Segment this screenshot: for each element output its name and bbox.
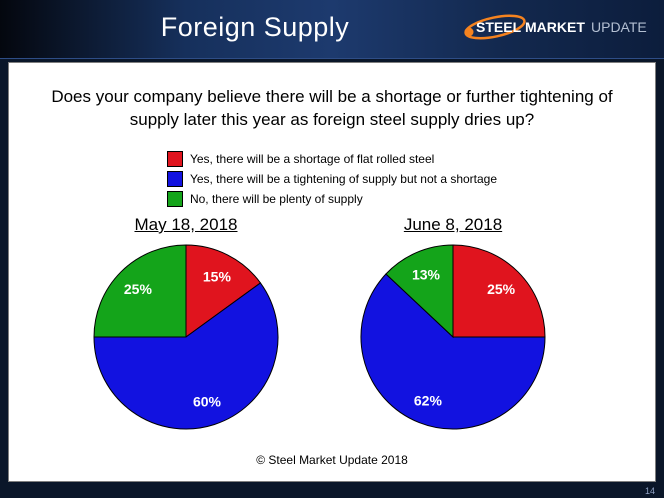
logo-orbit-icon [464,14,526,40]
pie-slice [452,244,546,338]
slide-header: Foreign Supply STEEL MARKET UPDATE [0,0,664,59]
pie-slice [360,273,546,430]
copyright-text: © Steel Market Update 2018 [256,453,408,467]
page-title: Foreign Supply [160,12,350,42]
pie-chart-may: 15% 60% 25% [93,244,279,430]
pie-slice-label: 25% [487,281,516,297]
legend-swatch-red [166,151,183,167]
pie-slice [385,244,454,339]
chart-title-june: June 8, 2018 [403,215,503,234]
logo-graphic: STEEL MARKET UPDATE [464,14,647,40]
legend-label: Yes, there will be a tightening of suppl… [189,172,498,186]
logo-market-text: MARKET [525,19,585,35]
pie-slice-label: 62% [414,392,443,408]
pie-slice-label: 15% [203,268,232,284]
legend-item-tightening: Yes, there will be a tightening of suppl… [166,171,498,187]
chart-title-may: May 18, 2018 [134,215,238,234]
question-text: Does your company believe there will be … [51,87,613,130]
logo-steel-text: STEEL [476,19,522,35]
legend-items: Yes, there will be a shortage of flat ro… [166,151,498,207]
pie-slice-label: 13% [412,267,441,283]
chart-may: May 18, 2018 15% 60% 25% [61,215,311,437]
chart-june: June 8, 2018 25% 62% 13% [328,215,578,437]
legend-swatch-green [166,191,183,207]
legend-label: No, there will be plenty of supply [189,192,363,206]
page-number: 14 [644,486,655,496]
legend-item-plenty: No, there will be plenty of supply [166,191,497,207]
pie-slice-label: 25% [124,281,153,297]
pie-slice [93,244,187,338]
pie-slice [93,282,279,430]
legend-label: Yes, there will be a shortage of flat ro… [189,152,435,166]
pie-slice [185,244,262,338]
steel-market-update-logo: STEEL MARKET UPDATE [462,12,652,51]
logo-update-text: UPDATE [591,19,647,35]
legend-item-shortage: Yes, there will be a shortage of flat ro… [166,151,497,167]
slide-body: Does your company believe there will be … [8,62,656,482]
legend: Yes, there will be a shortage of flat ro… [9,151,655,207]
pie-chart-june: 25% 62% 13% [360,244,546,430]
legend-swatch-blue [166,171,183,187]
pie-slice-label: 60% [193,394,222,410]
